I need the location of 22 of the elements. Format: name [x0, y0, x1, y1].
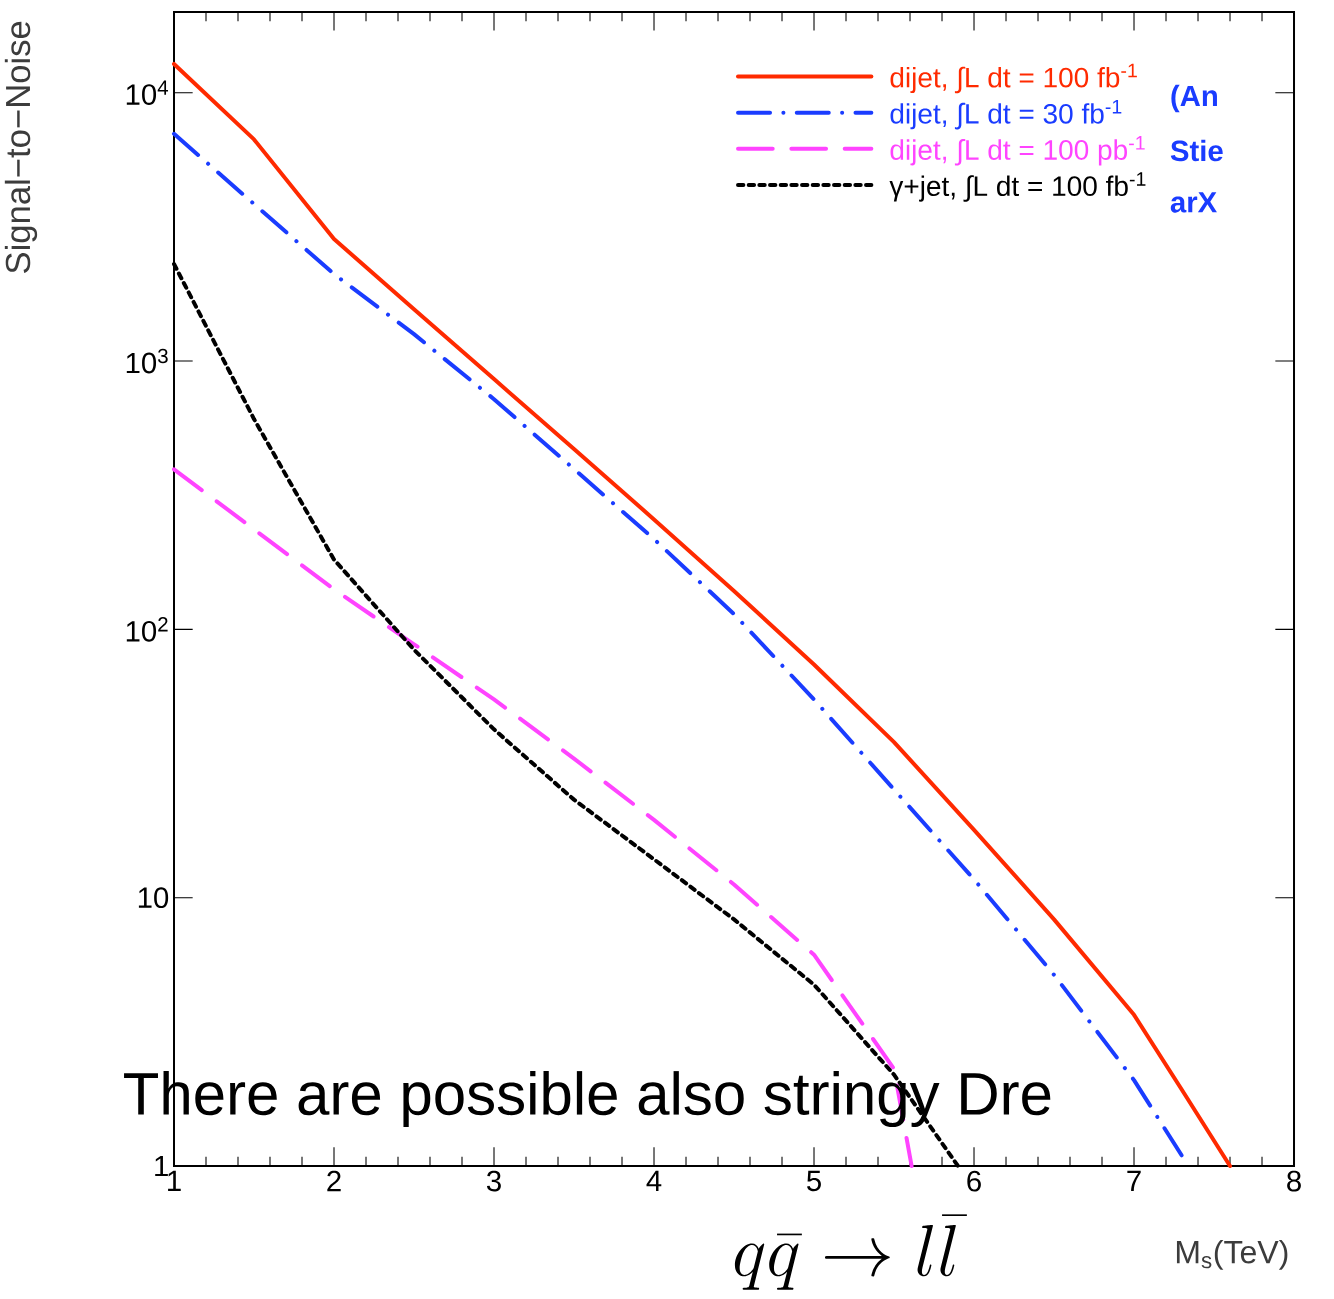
x-tick-label: 6 — [967, 1170, 981, 1192]
legend-label: dijet, ∫L dt = 30 fb$^{-1}$ — [890, 99, 1122, 130]
legend-label: γ+jet, ∫L dt = 100 fb$^{-1}$ — [889, 172, 1146, 202]
x-tick-label: 5 — [807, 1170, 821, 1192]
x-tick-label: 4 — [646, 1170, 662, 1191]
y-axis-title: Signal−to−Noise — [4, 21, 38, 273]
legend-label: dijet, ∫L dt = 100 pb$^{-1}$ — [890, 136, 1145, 166]
text: $q\bar{q} \rightarrow l\bar{l}$ — [734, 1214, 967, 1290]
annotation: arX — [1170, 192, 1217, 213]
annotation: (An — [1171, 84, 1217, 113]
x-tick-label: 3 — [486, 1170, 501, 1192]
y-tick-label: 10 — [138, 887, 169, 909]
x-tick-label: 7 — [1127, 1170, 1141, 1191]
y-tick-label: 10$^{3}$ — [126, 348, 168, 374]
annotation: Stie — [1170, 139, 1223, 162]
y-tick-label: 10$^{2}$ — [126, 617, 168, 642]
x-tick-label: 2 — [327, 1170, 341, 1192]
y-tick-label: 1 — [155, 1155, 168, 1177]
y-tick-label: 10$^{4}$ — [126, 80, 169, 105]
legend-label: dijet, ∫L dt = 100 fb$^{-1}$ — [890, 63, 1137, 94]
x-axis-title: M$_{s}$(TeV) — [1176, 1239, 1288, 1270]
x-tick-label: 8 — [1287, 1170, 1301, 1192]
